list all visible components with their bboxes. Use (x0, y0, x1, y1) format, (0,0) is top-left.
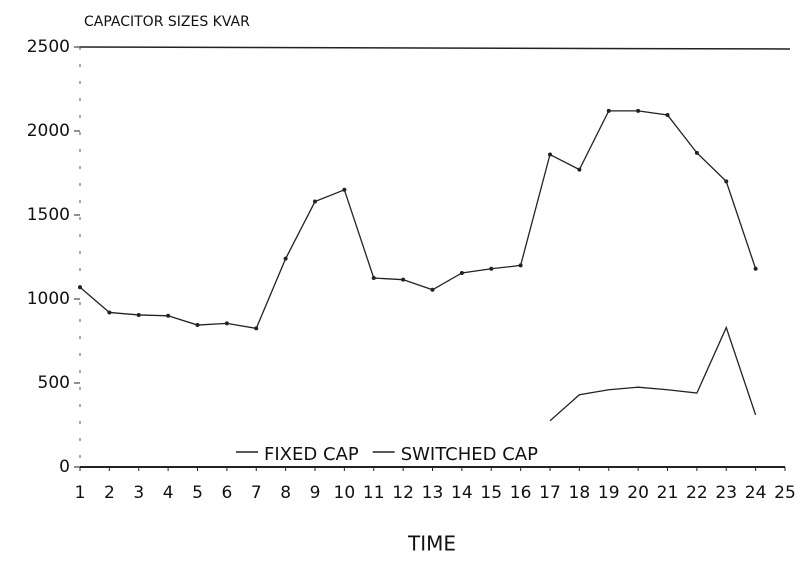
x-tick-label: 7 (251, 483, 262, 503)
point-marker (459, 270, 464, 275)
y-tick-label: 2000 (27, 121, 70, 141)
point-marker (694, 150, 699, 155)
x-tick-label: 8 (280, 483, 291, 503)
x-tick-label: 16 (510, 483, 532, 503)
point-marker (195, 323, 200, 328)
x-tick-label: 15 (480, 483, 502, 503)
x-axis-label: TIME (407, 532, 456, 556)
y-tick-label: 1000 (27, 289, 70, 309)
point-marker (606, 108, 611, 113)
x-tick-label: 17 (539, 483, 561, 503)
x-tick-label: 14 (451, 483, 473, 503)
x-tick-label: 22 (686, 483, 708, 503)
x-tick-label: 3 (133, 483, 144, 503)
x-tick-label: 11 (363, 483, 385, 503)
x-tick-label: 6 (221, 483, 232, 503)
y-tick-label: 0 (59, 457, 70, 477)
point-marker (254, 326, 259, 331)
point-marker (371, 276, 376, 280)
point-marker (401, 277, 406, 282)
point-marker (724, 179, 729, 184)
point-marker (78, 285, 82, 290)
legend-label: FIXED CAP (264, 444, 359, 465)
point-marker (283, 256, 288, 261)
point-marker (136, 312, 141, 317)
x-tick-label: 12 (392, 483, 414, 503)
point-marker (313, 199, 317, 204)
top-border (79, 46, 791, 50)
x-tick-label: 1 (75, 483, 86, 503)
point-marker (107, 310, 112, 315)
point-marker (665, 113, 670, 118)
x-tick-label: 9 (310, 483, 321, 503)
point-marker (577, 167, 582, 172)
x-tick-label: 19 (598, 483, 620, 503)
x-tick-label: 25 (774, 483, 796, 503)
series-line (79, 110, 757, 330)
x-tick-label: 2 (104, 483, 115, 503)
point-marker (489, 266, 494, 271)
point-marker (636, 108, 641, 113)
y-tick-label: 1500 (27, 205, 70, 225)
point-marker (548, 152, 552, 157)
x-tick-label: 20 (627, 483, 649, 503)
series-line (549, 325, 757, 422)
point-marker (342, 187, 347, 192)
point-marker (166, 313, 171, 318)
x-tick-label: 5 (192, 483, 203, 503)
chart-title: CAPACITOR SIZES KVAR (84, 14, 250, 30)
point-marker (518, 263, 523, 268)
x-tick-label: 13 (422, 483, 444, 503)
y-tick-label: 2500 (27, 37, 70, 57)
x-tick-label: 10 (334, 483, 356, 503)
x-tick-label: 23 (715, 483, 737, 503)
x-tick-label: 24 (745, 483, 767, 503)
x-tick-label: 4 (163, 483, 174, 503)
point-marker (753, 266, 758, 271)
x-tick-label: 18 (569, 483, 591, 503)
x-tick-label: 21 (657, 483, 679, 503)
point-marker (430, 287, 435, 292)
y-tick-label: 500 (38, 373, 70, 393)
legend-label: SWITCHED CAP (401, 444, 538, 465)
point-marker (224, 321, 229, 326)
